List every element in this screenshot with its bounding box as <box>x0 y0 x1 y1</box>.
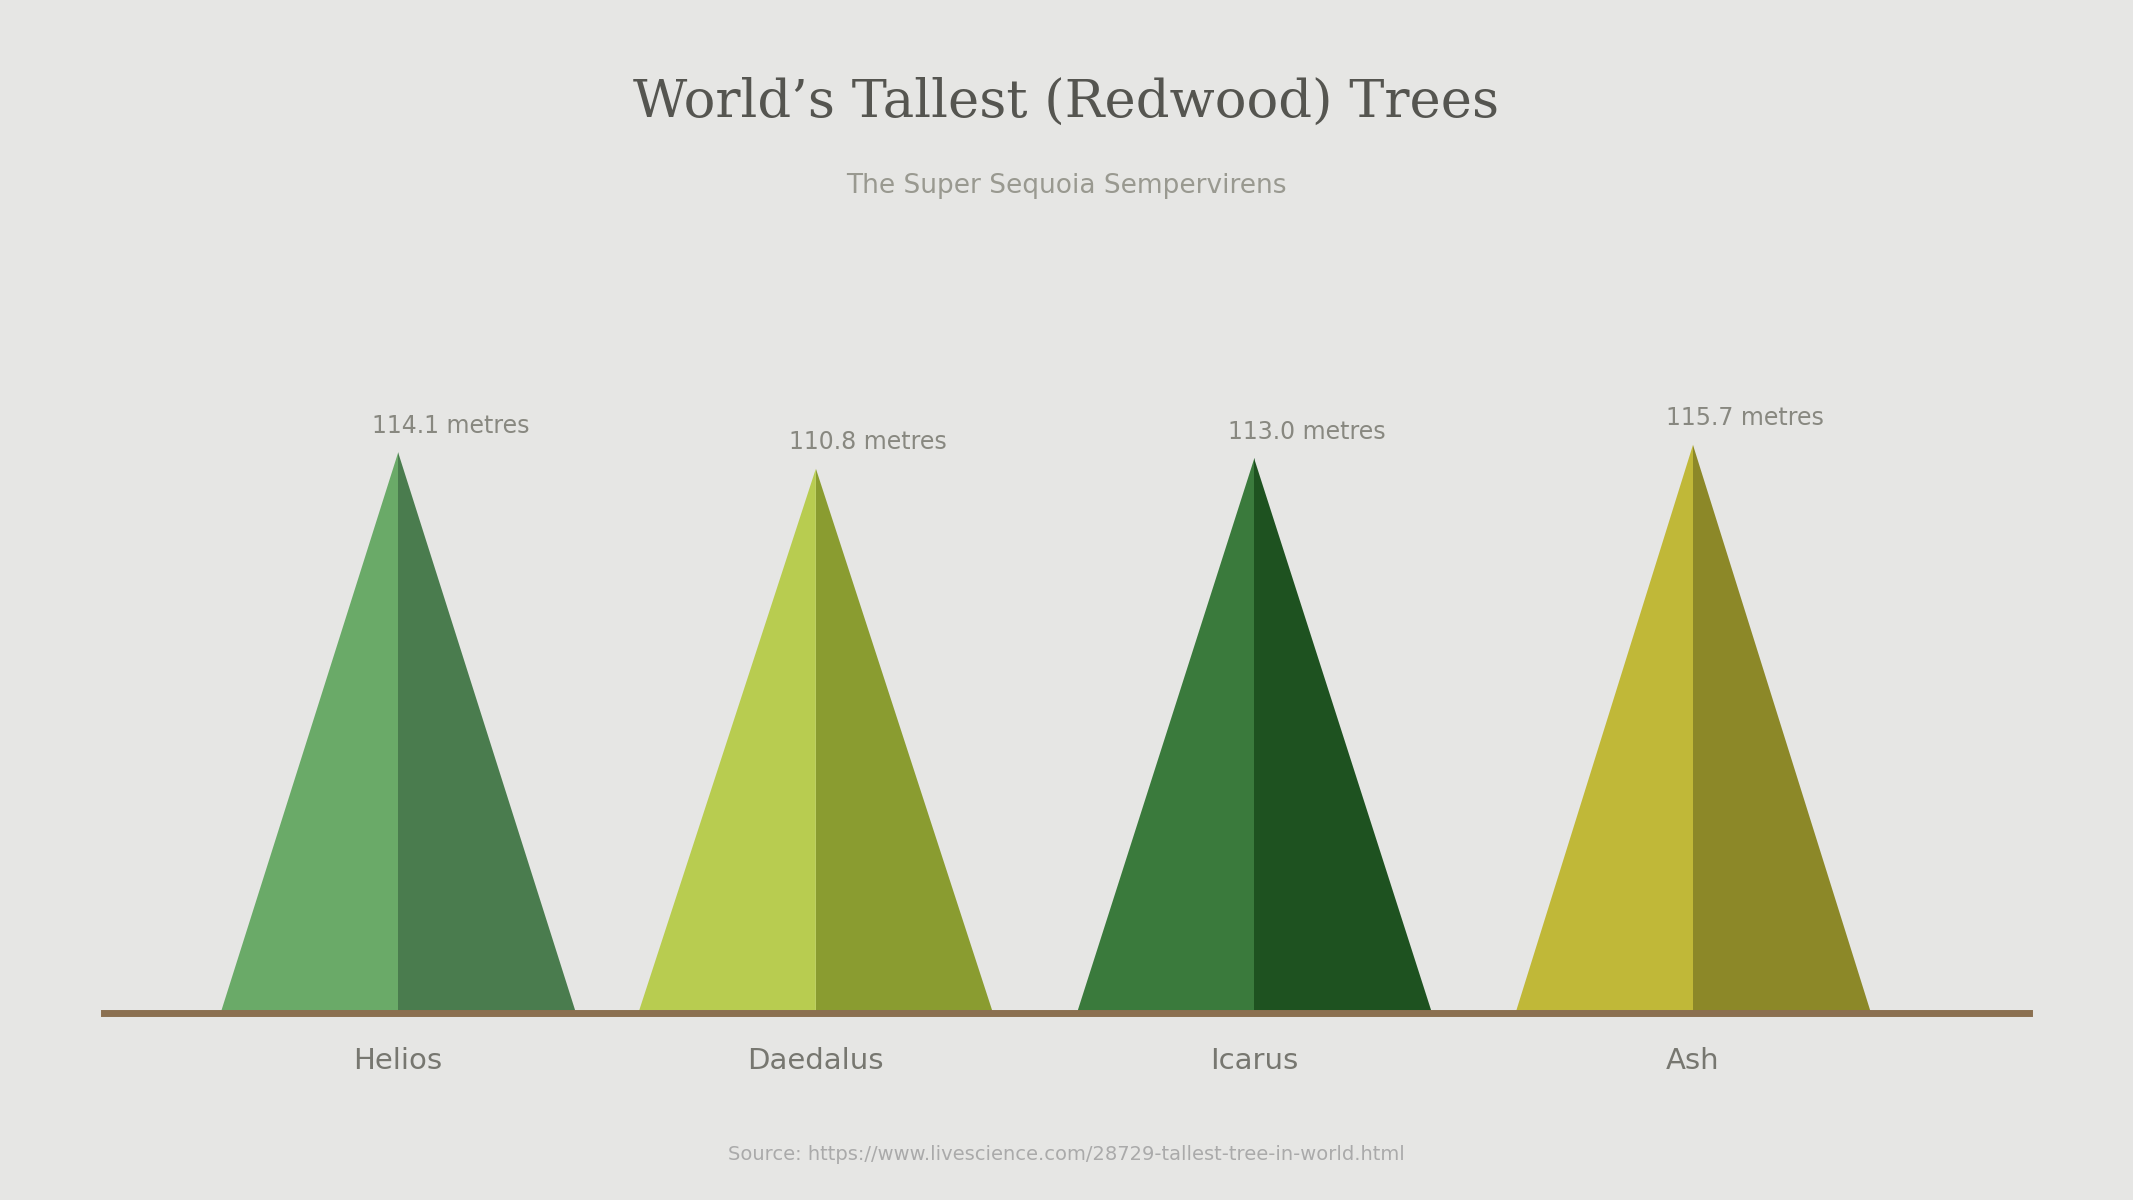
Polygon shape <box>817 469 994 1013</box>
Polygon shape <box>220 452 399 1013</box>
Text: 114.1 metres: 114.1 metres <box>371 414 529 438</box>
Text: Source: https://www.livescience.com/28729-tallest-tree-in-world.html: Source: https://www.livescience.com/2872… <box>727 1145 1406 1164</box>
Polygon shape <box>1254 458 1431 1013</box>
Text: Helios: Helios <box>354 1048 444 1075</box>
Text: Daedalus: Daedalus <box>749 1048 883 1075</box>
Text: Ash: Ash <box>1666 1048 1719 1075</box>
Text: 113.0 metres: 113.0 metres <box>1229 420 1386 444</box>
Text: The Super Sequoia Sempervirens: The Super Sequoia Sempervirens <box>847 173 1286 199</box>
Polygon shape <box>1694 445 1871 1013</box>
Polygon shape <box>638 469 817 1013</box>
Text: 115.7 metres: 115.7 metres <box>1666 407 1824 431</box>
Text: 110.8 metres: 110.8 metres <box>789 431 947 455</box>
Polygon shape <box>1077 458 1254 1013</box>
Text: World’s Tallest (Redwood) Trees: World’s Tallest (Redwood) Trees <box>634 77 1499 127</box>
Polygon shape <box>1517 445 1694 1013</box>
Polygon shape <box>399 452 576 1013</box>
Text: Icarus: Icarus <box>1209 1048 1299 1075</box>
